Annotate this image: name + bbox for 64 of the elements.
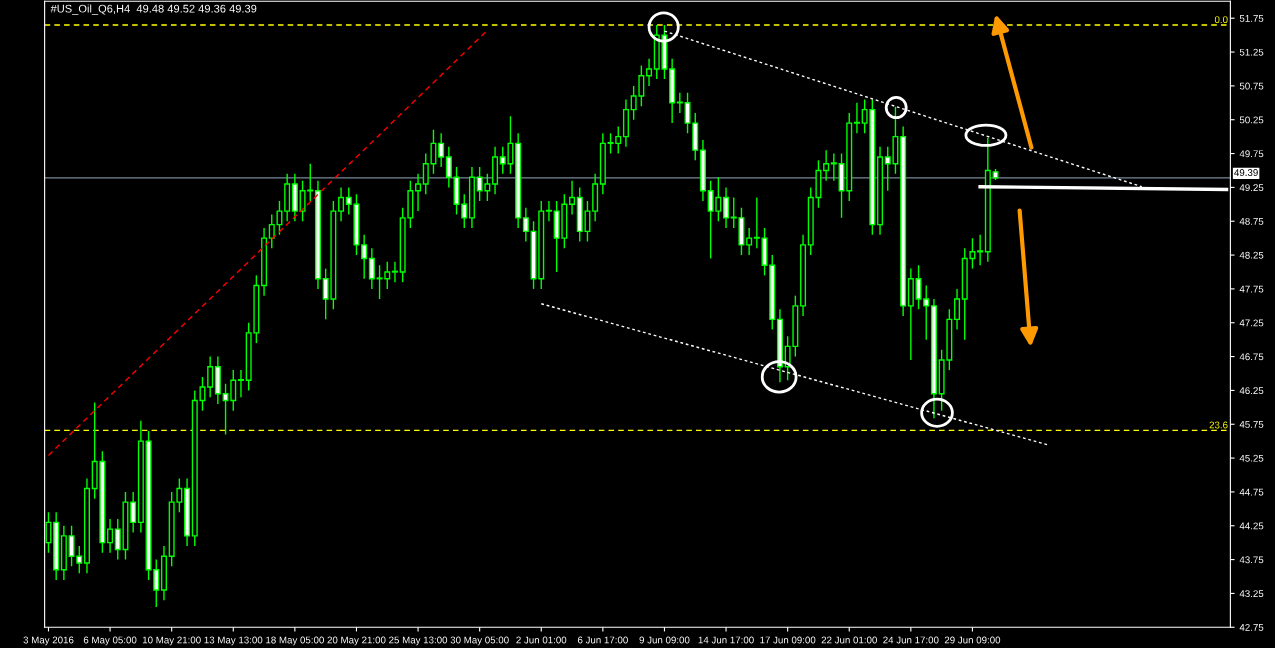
candlestick [753,196,760,249]
annotation: 0.0 [1214,16,1228,24]
candlestick [823,149,830,182]
candlestick [130,491,137,534]
candlestick [391,261,398,283]
x-tick-label: 17 Jun 09:00 [760,636,816,644]
x-tick-label: 13 May 13:00 [204,636,263,646]
y-tick-label: 49.25 [1239,184,1264,192]
y-tick-label: 47.75 [1239,285,1264,293]
candlestick [522,207,529,243]
x-tick-label: 30 May 05:00 [450,636,509,646]
candlestick [853,102,860,134]
x-tick-label: 25 May 13:00 [389,636,448,646]
y-tick-label: 51.75 [1239,15,1264,22]
annotation: 23.6 [1209,421,1228,429]
x-tick-label: 3 May 2016 [23,636,74,646]
candlestick [438,132,445,168]
candlestick [361,234,368,280]
y-tick-label: 42.75 [1239,624,1264,631]
candlestick [676,91,683,114]
y-tick-label: 47.25 [1239,319,1264,327]
y-tick-label: 48.25 [1239,251,1264,259]
x-tick-label: 14 Jun 17:00 [698,636,754,644]
x-tick-label: 24 Jun 17:00 [883,636,939,644]
candlestick [237,369,244,398]
y-tick-label: 46.25 [1239,387,1264,395]
candlestick [977,234,984,266]
candlestick [646,58,653,87]
x-tick-label: 22 Jun 01:00 [821,636,877,644]
y-tick-label: 43.75 [1239,556,1264,564]
x-tick-label: 18 May 05:00 [266,636,324,646]
x-tick-label: 2 Jun 01:00 [516,636,567,644]
x-tick-label: 6 May 05:00 [83,636,137,646]
y-tick-label: 46.75 [1239,353,1264,361]
candlestick [207,355,214,398]
candlestick [830,152,837,182]
candlestick [338,186,345,222]
y-tick-label: 45.25 [1239,454,1264,462]
x-tick-label: 10 May 21:00 [142,636,201,646]
x-tick-label: 20 May 21:00 [327,636,386,646]
x-tick-label: 29 Jun 09:00 [944,636,1001,644]
y-tick-label: 50.25 [1239,116,1264,124]
candlestick [107,518,114,554]
candlestick [723,186,730,229]
x-tick-label: 9 Jun 09:00 [639,636,690,644]
candlestick [415,173,422,212]
y-tick-label: 48.75 [1239,217,1264,225]
y-tick-label: 45.75 [1239,421,1264,428]
y-tick-label: 51.25 [1239,48,1264,56]
candlestick [746,227,753,256]
y-tick-label: 43.25 [1239,590,1264,598]
y-tick-label: 50.75 [1239,82,1264,90]
candlestick [954,288,961,331]
candlestick [368,247,375,290]
ref-line-label: 49.39 [1234,169,1258,176]
y-tick-label: 44.75 [1239,488,1264,496]
x-tick-label: 6 Jun 17:00 [577,636,628,644]
y-tick-label: 49.75 [1239,150,1264,158]
y-tick-label: 44.25 [1239,522,1264,530]
candlestick [45,511,52,554]
candlestick [445,146,452,189]
chart-title: #US_Oil_Q6,H4 49.48 49.52 49.36 49.39 [50,4,257,15]
candlestick [545,200,552,222]
candlestick [569,179,576,216]
